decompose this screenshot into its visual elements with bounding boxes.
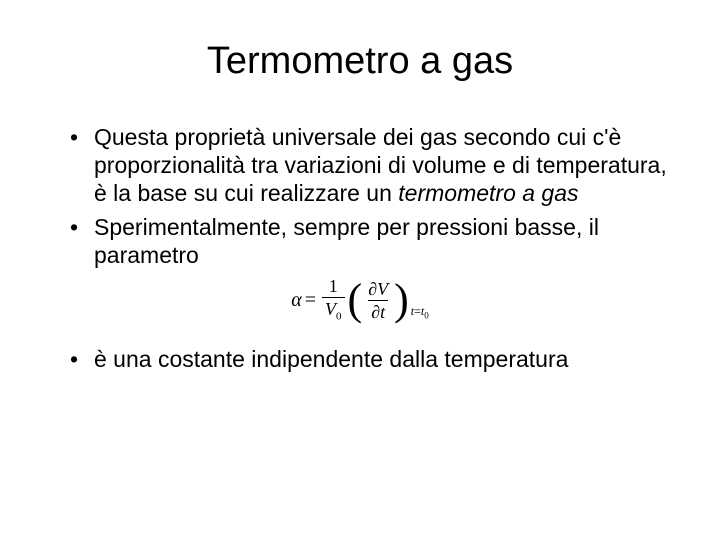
formula-lhs: α: [291, 289, 302, 312]
frac1-den: V0: [322, 297, 345, 323]
evaluation-subscript: t=t0: [411, 304, 429, 320]
bullet-text: Sperimentalmente, sempre per pressioni b…: [94, 214, 599, 268]
formula-block: α = 1 V0 ( ∂V ∂t: [50, 277, 670, 323]
list-item: Questa proprietà universale dei gas seco…: [70, 123, 670, 207]
equals-sign: =: [305, 289, 316, 312]
formula: α = 1 V0 ( ∂V ∂t: [291, 277, 428, 323]
fraction-2: ∂V ∂t: [365, 280, 391, 321]
bullet-list-2: è una costante indipendente dalla temper…: [50, 345, 670, 373]
frac2-den: ∂t: [368, 300, 388, 321]
page-title: Termometro a gas: [50, 40, 670, 83]
fraction-1: 1 V0: [322, 277, 345, 323]
frac2-num: ∂V: [365, 280, 391, 300]
bullet-italic: termometro a gas: [398, 180, 578, 206]
slide: Termometro a gas Questa proprietà univer…: [0, 0, 720, 540]
list-item: è una costante indipendente dalla temper…: [70, 345, 670, 373]
frac1-num: 1: [326, 277, 341, 297]
list-item: Sperimentalmente, sempre per pressioni b…: [70, 213, 670, 269]
bullet-text: Questa proprietà universale dei gas seco…: [94, 124, 667, 206]
right-paren-icon: ): [394, 278, 409, 322]
bullet-text: è una costante indipendente dalla temper…: [94, 346, 568, 372]
bullet-list: Questa proprietà universale dei gas seco…: [50, 123, 670, 269]
left-paren-icon: (: [348, 278, 363, 322]
